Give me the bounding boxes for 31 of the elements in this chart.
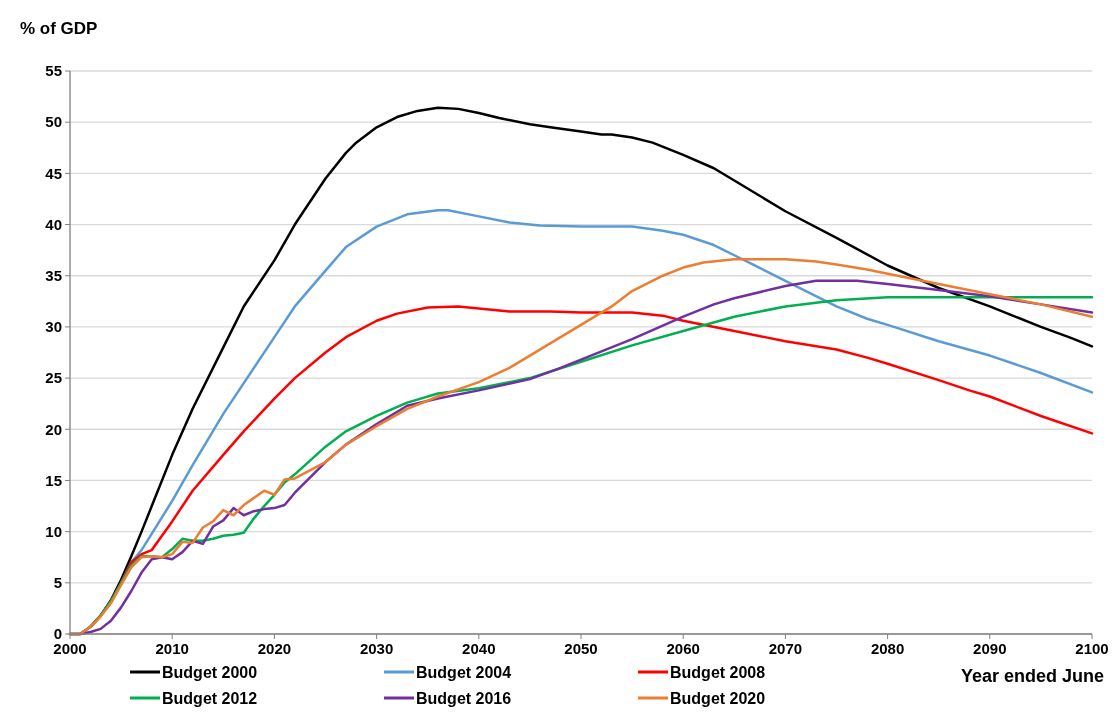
x-tick-label: 2060 [666,640,700,657]
legend-label: Budget 2016 [416,689,512,707]
y-tick-label: 10 [45,522,62,540]
legend-label: Budget 2012 [162,689,258,707]
x-tick-label: 2070 [768,640,803,657]
x-tick-label: 2080 [870,640,905,657]
y-tick-label: 35 [45,266,62,284]
y-tick-label: 20 [45,420,62,438]
x-tick-label: 2090 [973,640,1007,657]
legend-label: Budget 2000 [162,663,258,681]
x-tick-label: 2000 [53,640,87,657]
x-tick-label: 2040 [462,640,496,657]
y-tick-label: 25 [45,369,62,387]
legend-label: Budget 2004 [416,663,512,681]
x-tick-label: 2010 [155,640,189,657]
y-tick-label: 0 [53,625,62,643]
y-tick-label: 50 [45,113,62,131]
x-tick-label: 2020 [257,640,292,657]
y-tick-label: 40 [45,215,62,233]
legend-label: Budget 2008 [670,663,766,681]
x-tick-label: 2030 [359,640,394,657]
y-tick-label: 5 [53,574,62,592]
y-tick-label: 15 [45,471,62,489]
legend-label: Budget 2020 [670,689,766,707]
y-axis-title: % of GDP [20,19,98,38]
y-tick-label: 30 [45,318,62,336]
x-tick-label: 2050 [564,640,598,657]
y-tick-label: 55 [45,62,62,80]
y-tick-label: 45 [45,164,62,182]
x-axis-title: Year ended June [960,666,1104,686]
x-tick-label: 2100 [1075,640,1109,657]
